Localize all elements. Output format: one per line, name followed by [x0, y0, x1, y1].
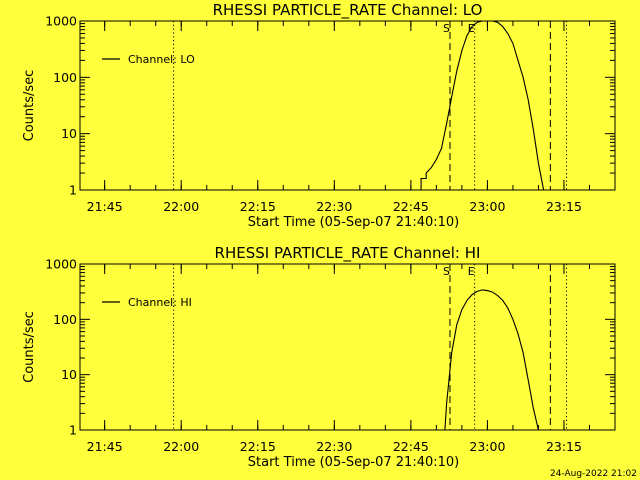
plot-frame: [79, 20, 616, 191]
y-axis-label: Counts/sec: [22, 311, 37, 383]
y-axis-label: Counts/sec: [22, 70, 37, 142]
x-tick-label: 23:15: [546, 439, 582, 454]
x-tick-label: 23:00: [469, 439, 505, 454]
y-tick-label: 100: [53, 70, 77, 85]
x-tick-label: 21:45: [87, 439, 123, 454]
y-tick-label: 1000: [45, 257, 77, 272]
x-tick-label: 22:00: [163, 439, 199, 454]
x-axis-label: Start Time (05-Sep-07 21:40:10): [248, 455, 459, 470]
x-tick-label: 22:15: [240, 439, 276, 454]
x-tick-label: 22:30: [316, 439, 352, 454]
legend-label: Channel: HI: [128, 296, 192, 309]
chart-title: RHESSI PARTICLE_RATE Channel: HI: [215, 244, 481, 263]
y-tick-label: 100: [53, 312, 77, 327]
x-tick-label: 22:45: [393, 439, 429, 454]
chart-title: RHESSI PARTICLE_RATE Channel: LO: [213, 1, 483, 20]
x-tick-label: 22:00: [163, 199, 199, 214]
plot-frame: [79, 263, 616, 431]
y-tick-label: 1000: [45, 14, 77, 29]
x-tick-label: 22:30: [316, 199, 352, 214]
x-tick-label: 23:15: [546, 199, 582, 214]
y-tick-label: 10: [61, 367, 77, 382]
generation-timestamp: 24-Aug-2022 21:02: [550, 469, 637, 479]
marker-label-s: S: [443, 22, 450, 35]
x-tick-label: 23:00: [469, 199, 505, 214]
y-tick-label: 1: [69, 183, 77, 198]
marker-label-e: E: [468, 265, 475, 278]
marker-label-s: S: [443, 265, 450, 278]
x-tick-label: 22:15: [240, 199, 276, 214]
x-tick-label: 21:45: [87, 199, 123, 214]
x-tick-label: 22:45: [393, 199, 429, 214]
legend-label: Channel: LO: [128, 53, 195, 66]
hi-channel-panel: RHESSI PARTICLE_RATE Channel: HI Start T…: [22, 244, 616, 470]
y-tick-label: 10: [61, 126, 77, 141]
x-axis-label: Start Time (05-Sep-07 21:40:10): [248, 215, 459, 230]
series-line: [444, 289, 539, 431]
lo-channel-panel: RHESSI PARTICLE_RATE Channel: LO Start T…: [22, 1, 616, 230]
series-line: [416, 20, 545, 191]
y-tick-label: 1: [69, 423, 77, 438]
